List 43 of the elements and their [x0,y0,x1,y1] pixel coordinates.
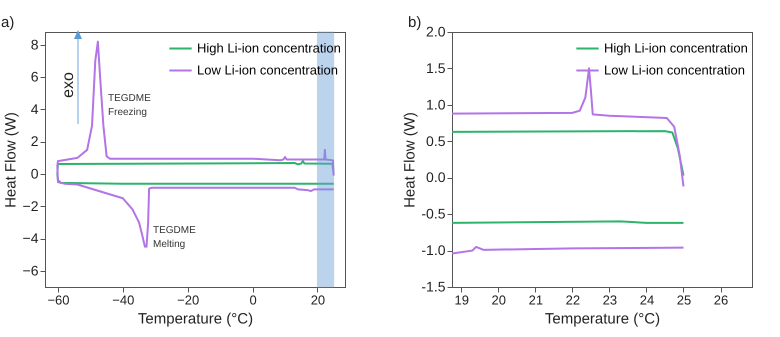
y-tick-label: 6 [30,68,39,85]
x-tick-label: 19 [454,292,469,308]
y-tick-label: -1.5 [421,278,446,294]
x-axis-title: Temperature (°C) [138,310,254,328]
annotation: TEGDME Freezing [108,93,152,118]
y-tick-label: 0.5 [426,132,446,149]
y-tick-label: −4 [22,230,39,246]
x-tick-label: 25 [676,292,692,308]
x-tick-label: −60 [47,292,70,308]
line-series [56,160,335,185]
x-tick-label: 0 [249,292,257,308]
x-tick-label: −40 [112,292,134,308]
x-tick-label: 23 [602,292,618,308]
y-tick-label: -1.0 [421,242,446,258]
y-tick-label: -0.5 [421,206,446,222]
x-tick-label: 24 [640,292,654,308]
x-tick-label: 26 [714,292,728,308]
x-tick-label: 21 [528,292,544,308]
y-tick-label: −6 [22,262,39,278]
text: b) [408,14,422,31]
y-tick-label: 0.0 [426,169,446,186]
y-axis-title: Heat Flow (W) [2,112,20,208]
x-tick-label: 20 [492,292,506,308]
legend-label: High Li-ion concentration [197,40,341,56]
y-tick-label: −2 [22,198,39,214]
legend-label: Low Li-ion concentration [197,62,338,78]
x-tick-label: 20 [310,292,326,308]
annotation: exo [60,72,77,98]
x-tick-label: 22 [566,292,580,308]
y-tick-label: 2 [30,133,39,150]
legend-label: Low Li-ion concentration [604,62,745,78]
annotation: TEGDME Melting [153,225,196,250]
x-tick-label: −20 [177,292,200,308]
y-tick-label: 2.0 [426,24,446,40]
y-tick-label: 1.5 [426,60,446,76]
y-axis-title: Heat Flow (W) [401,112,418,208]
text: a) [1,14,14,31]
x-axis-title: Temperature (°C) [544,310,660,328]
y-tick-label: 0 [30,166,39,182]
y-tick-label: 4 [30,100,39,117]
legend-label: High Li-ion concentration [604,40,748,56]
y-tick-label: 1.0 [426,96,446,112]
y-tick-label: 8 [30,36,39,52]
